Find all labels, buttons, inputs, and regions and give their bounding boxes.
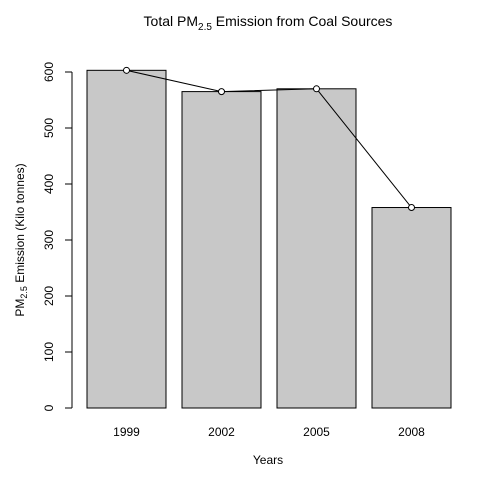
point-1999 — [123, 66, 130, 74]
x-tick-label-2008: 2008 — [398, 425, 425, 439]
y-tick-label-100: 100 — [42, 342, 56, 362]
bar-2008 — [371, 207, 452, 409]
y-axis-label-main: PM — [13, 299, 27, 317]
y-tick-label-200: 200 — [42, 286, 56, 306]
bar-1999 — [86, 69, 167, 409]
chart-title-subscript: 2.5 — [198, 22, 212, 33]
y-tick-label-500: 500 — [42, 118, 56, 138]
line-overlay — [123, 66, 415, 212]
y-axis-label-subscript: 2.5 — [19, 286, 29, 299]
y-axis: 0 100 200 300 400 500 600 — [42, 62, 73, 411]
series-line — [126, 69, 412, 208]
point-2002 — [218, 88, 225, 96]
bar-2002 — [181, 91, 262, 409]
x-tick-label-2005: 2005 — [303, 425, 330, 439]
bars-group — [86, 69, 452, 409]
chart-title-main: Total PM — [144, 13, 198, 29]
point-2005 — [313, 85, 320, 93]
y-axis-label: PM2.5 Emission (Kilo tonnes) — [13, 163, 29, 316]
y-axis-label-rest: Emission (Kilo tonnes) — [13, 163, 27, 286]
chart-title: Total PM2.5 Emission from Coal Sources — [144, 13, 393, 33]
x-tick-label-2002: 2002 — [208, 425, 235, 439]
x-axis-label: Years — [253, 453, 283, 467]
y-tick-label-400: 400 — [42, 174, 56, 194]
y-tick-label-300: 300 — [42, 230, 56, 250]
bar-2005 — [276, 88, 357, 409]
y-tick-label-600: 600 — [42, 62, 56, 82]
point-2008 — [408, 204, 415, 212]
x-tick-label-1999: 1999 — [113, 425, 140, 439]
x-tick-labels: 1999 2002 2005 2008 — [113, 425, 425, 439]
chart-title-rest: Emission from Coal Sources — [212, 13, 393, 29]
y-tick-label-0: 0 — [42, 404, 56, 411]
